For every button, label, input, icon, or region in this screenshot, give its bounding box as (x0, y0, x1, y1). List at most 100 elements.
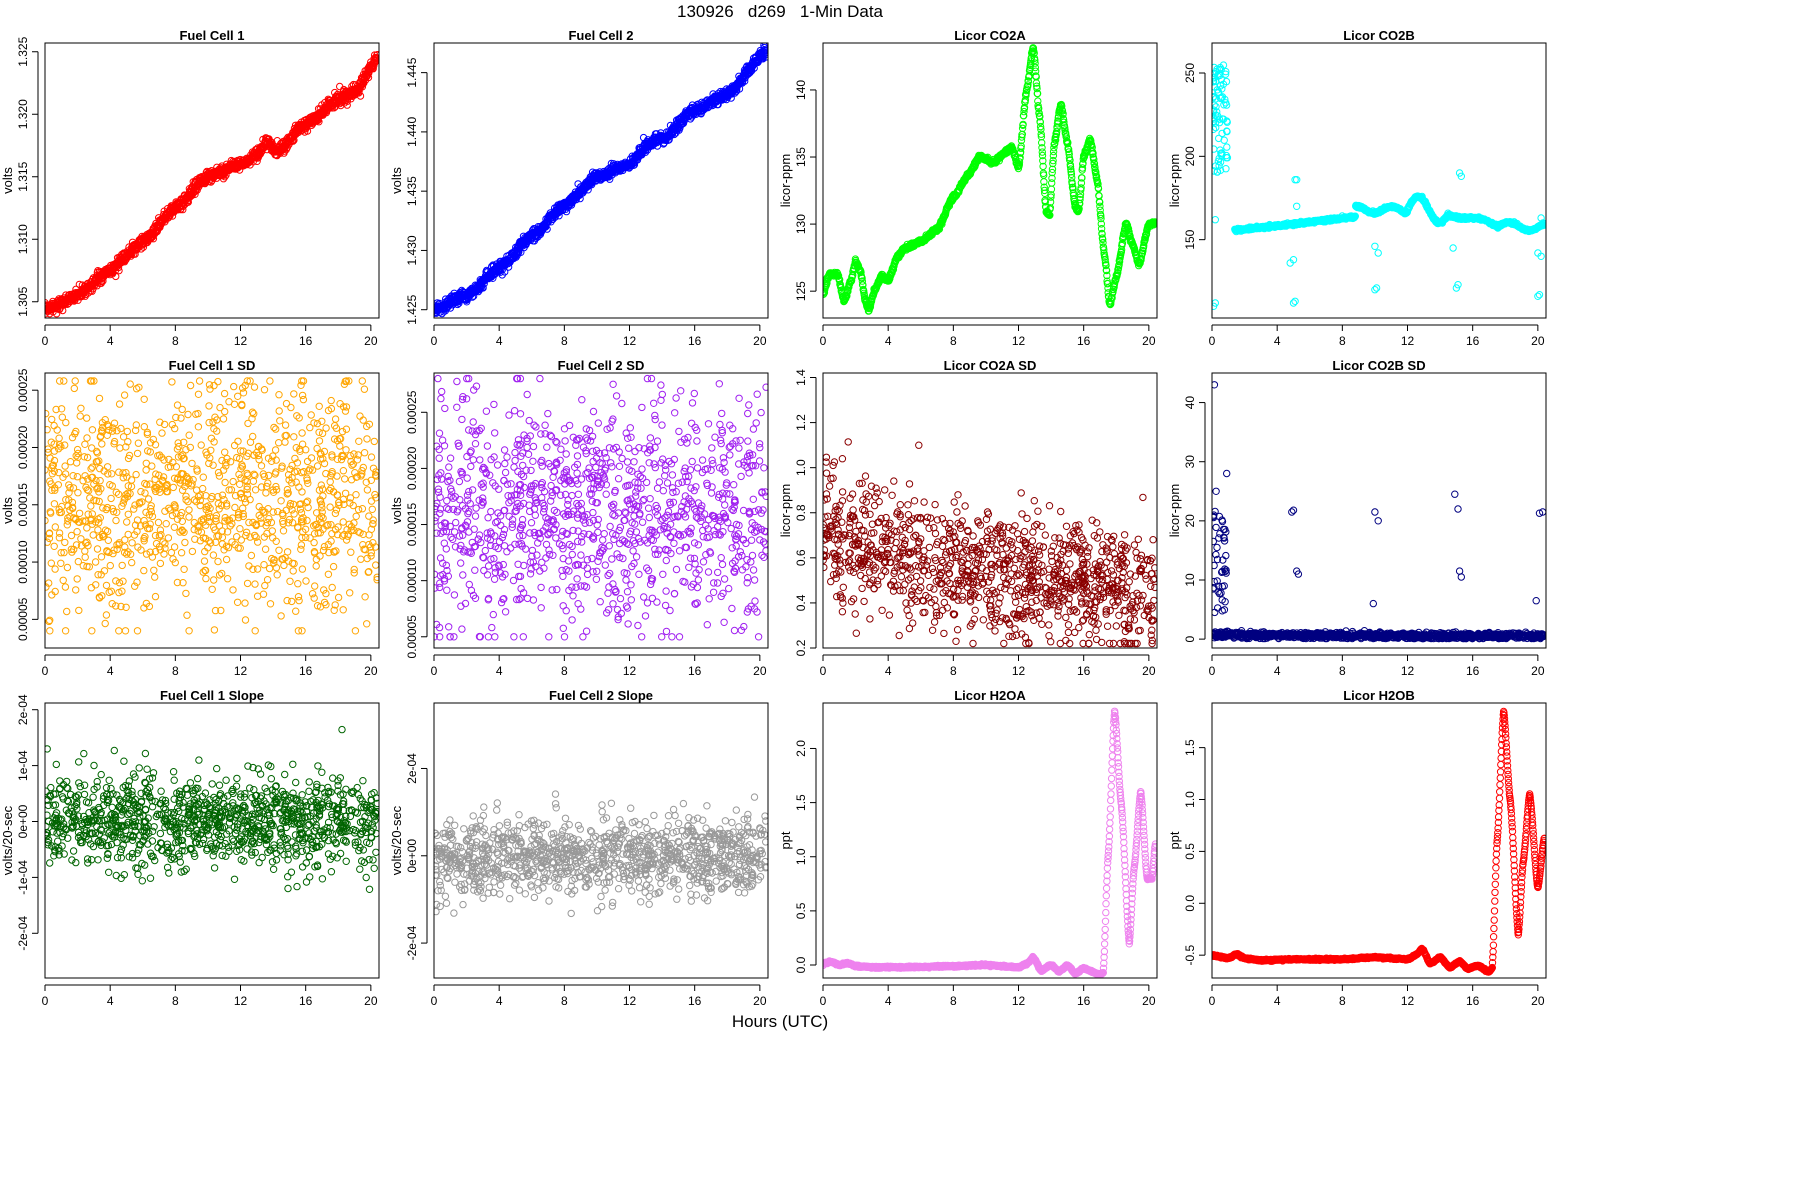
data-point (1033, 84, 1041, 93)
data-point (1046, 204, 1055, 212)
y-tick-label: 1.320 (16, 99, 30, 129)
data-point (184, 198, 193, 206)
data-point (1076, 195, 1084, 204)
data-point (1047, 191, 1055, 199)
data-point (1068, 180, 1076, 188)
data-point (118, 587, 126, 595)
data-point (83, 434, 91, 442)
data-point (60, 548, 68, 557)
data-point (1029, 44, 1038, 52)
data-point (1100, 246, 1108, 254)
data-point (186, 443, 195, 452)
x-tick-label: 20 (753, 334, 767, 348)
data-point (1036, 118, 1045, 126)
data-point (303, 127, 312, 135)
data-point (1540, 219, 1546, 228)
data-point (141, 521, 150, 529)
data-point (1215, 65, 1224, 74)
data-point (1213, 112, 1222, 120)
data-point (373, 54, 379, 62)
data-point (1097, 220, 1106, 228)
data-point (210, 626, 219, 634)
data-point (1540, 221, 1546, 229)
data-point (130, 505, 138, 513)
data-point (83, 453, 92, 462)
data-point (101, 526, 110, 534)
data-point (1020, 103, 1029, 112)
data-points (823, 44, 1157, 315)
data-point (1058, 102, 1066, 111)
data-point (1048, 168, 1056, 177)
data-point (1289, 299, 1298, 307)
data-point (1092, 172, 1101, 181)
data-point (1223, 154, 1232, 162)
x-tick-label: 12 (1401, 334, 1415, 348)
data-point (1040, 186, 1049, 195)
data-point (1078, 174, 1086, 182)
data-point (1454, 281, 1462, 289)
data-point (1214, 88, 1223, 96)
data-point (254, 538, 262, 546)
data-point (1033, 82, 1041, 90)
figure-title: 130926 d269 1-Min Data (676, 2, 884, 21)
data-point (1223, 118, 1231, 126)
data-point (857, 268, 865, 277)
data-point (1289, 256, 1298, 264)
data-point (316, 455, 325, 463)
data-point (222, 459, 230, 467)
data-point (220, 389, 229, 398)
x-tick-label: 0 (42, 334, 49, 348)
x-tick-label: 4 (496, 334, 503, 348)
data-point (45, 466, 49, 474)
data-point (349, 460, 357, 468)
data-point (1114, 269, 1122, 277)
x-tick-label: 20 (1142, 334, 1156, 348)
data-point (1107, 297, 1115, 305)
data-point (243, 482, 251, 491)
data-point (360, 385, 369, 393)
data-point (225, 486, 233, 494)
data-point (298, 391, 307, 400)
data-point (338, 532, 347, 540)
data-point (294, 593, 303, 601)
data-point (304, 479, 312, 487)
data-point (119, 433, 128, 441)
data-point (741, 77, 749, 85)
data-point (1216, 166, 1225, 174)
data-point (341, 475, 349, 483)
data-point (1066, 162, 1075, 171)
data-point (261, 545, 270, 553)
data-point (1218, 93, 1227, 101)
data-point (1064, 145, 1073, 153)
data-point (1293, 202, 1301, 211)
data-point (1030, 49, 1038, 57)
data-point (251, 531, 259, 540)
data-point (342, 403, 351, 411)
data-point (1097, 214, 1105, 223)
data-point (1096, 202, 1104, 211)
data-point (1216, 146, 1224, 154)
x-tick-label: 16 (688, 334, 702, 348)
y-axis (32, 51, 39, 303)
y-axis-label: licor-ppm (778, 154, 793, 207)
data-point (1040, 178, 1048, 186)
data-point (342, 425, 351, 433)
data-point (205, 402, 213, 410)
data-point (1077, 179, 1086, 187)
data-point (1035, 104, 1043, 113)
data-point (310, 538, 318, 547)
data-point (1048, 165, 1057, 174)
data-point (302, 498, 311, 507)
y-tick-label: 1.435 (405, 176, 419, 206)
data-point (272, 537, 280, 545)
data-point (1065, 148, 1073, 156)
data-point (298, 488, 306, 496)
data-point (341, 407, 350, 415)
data-point (372, 561, 379, 569)
y-tick-label: 1.445 (405, 57, 419, 87)
data-point (1067, 170, 1076, 179)
y-tick-label: 150 (1183, 229, 1197, 249)
data-point (727, 94, 735, 102)
data-point (1212, 74, 1217, 82)
